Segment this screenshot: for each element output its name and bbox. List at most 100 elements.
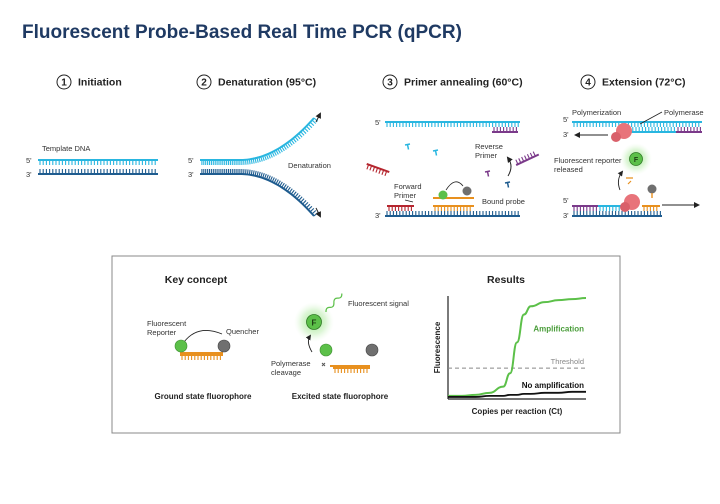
strand-end-label: 5' — [188, 156, 194, 165]
step-number-badge — [196, 74, 212, 90]
quencher-icon — [462, 186, 472, 196]
excited-state-caption: Excited state fluorophore — [292, 392, 389, 401]
reporter-released-label: Fluorescent reporter released — [554, 156, 622, 174]
quencher-icon — [647, 184, 657, 194]
reporter-icon — [174, 339, 188, 353]
step-number: 1 — [61, 78, 67, 89]
top-strand — [385, 121, 520, 127]
probe-bases — [333, 367, 370, 373]
reverse-primer-label: Reverse Primer — [475, 142, 503, 160]
step-number: 4 — [585, 78, 591, 89]
y-axis-label: Fluorescence — [433, 321, 442, 373]
cleavage-label: Polymerase cleavage — [271, 359, 311, 377]
reverse-primer-bound — [492, 127, 518, 133]
step-label: Denaturation (95°C) — [218, 77, 316, 89]
step-label: Initiation — [78, 77, 122, 89]
bottom-strand — [385, 211, 520, 217]
scissors-icon — [321, 362, 326, 367]
strand-end-label: 5' — [563, 196, 569, 205]
reporter-icon — [438, 190, 448, 200]
series-label: No amplification — [522, 381, 584, 390]
bound-probe-label: Bound probe — [482, 197, 525, 206]
step-label: Extension (72°C) — [602, 77, 686, 89]
template-dna-label: Template DNA — [42, 144, 90, 153]
step-header-1: 1 Initiation — [56, 74, 122, 90]
series-label: Amplification — [533, 325, 584, 334]
strand-end-label: 3' — [563, 211, 569, 220]
step-number-badge — [580, 74, 596, 90]
reverse-primer-bound — [676, 127, 702, 133]
key-concept-heading: Key concept — [165, 274, 228, 286]
arrow-icon — [305, 334, 313, 353]
bound-probe — [433, 205, 474, 211]
quench-link — [445, 181, 464, 191]
page-title: Fluorescent Probe-Based Real Time PCR (q… — [22, 22, 462, 43]
results-chart: Threshold Amplification No amplification Co… — [433, 296, 587, 416]
arrow-icon — [315, 112, 321, 123]
reporter-icon — [306, 314, 322, 330]
bottom-strand — [38, 169, 158, 175]
polymerase-label: Polymerase — [664, 108, 704, 117]
arrow-icon — [315, 207, 321, 218]
quench-link — [183, 330, 223, 343]
step-label: Primer annealing (60°C) — [404, 77, 523, 89]
forward-primer-bound — [387, 205, 414, 211]
strand-end-label: 5' — [563, 115, 569, 124]
series-line-no-amplification — [448, 390, 586, 398]
quencher-icon — [217, 339, 231, 353]
step-3-primer-annealing: 5' 3' Reverse Primer Forward Primer B — [366, 118, 540, 220]
step-header-2: 2 Denaturation (95°C) — [196, 74, 316, 90]
strand-end-label: 3' — [26, 170, 32, 179]
results-heading: Results — [487, 274, 525, 286]
results-section: Results Threshold Amplification No amplifi… — [433, 274, 587, 416]
step-number-badge — [56, 74, 72, 90]
series-line-amplification — [447, 297, 587, 397]
fluorescent-signal-label: Fluorescent signal — [348, 299, 409, 308]
step-number-badge — [382, 74, 398, 90]
probe-fragments — [626, 177, 633, 185]
step-header-4: 4 Extension (72°C) — [580, 74, 686, 90]
bottom-strand — [572, 211, 662, 217]
strand-end-label: 3' — [188, 170, 194, 179]
arrow-icon — [506, 156, 513, 177]
top-strand-separating — [200, 117, 319, 165]
free-nucleotide-icons — [404, 143, 511, 188]
quencher-label: Quencher — [226, 327, 259, 336]
bottom-strand-separating — [200, 169, 319, 217]
polymerase-icon — [611, 132, 621, 142]
x-axis-label: Copies per reaction (Ct) — [472, 407, 563, 416]
step-4-extension: 5' 3' 5' 3' Polymerization Polymerase F … — [554, 108, 704, 220]
pointer-line — [639, 111, 663, 125]
step-2-denaturation: 5' 3' Denaturation — [188, 112, 331, 218]
strand-end-label: 5' — [26, 156, 32, 165]
free-reverse-primer — [515, 151, 540, 166]
free-forward-primer — [366, 162, 390, 177]
polymerase-icon — [620, 202, 630, 212]
fluorescence-wave-icon — [325, 293, 343, 313]
probe-bases — [180, 354, 223, 360]
step-header-3: 3 Primer annealing (60°C) — [382, 74, 523, 90]
step-number: 3 — [387, 78, 393, 89]
ground-state-caption: Ground state fluorophore — [155, 392, 252, 401]
fluor-letter: F — [634, 157, 639, 164]
reporter-icon — [629, 152, 643, 166]
top-strand — [38, 159, 158, 165]
step-1-initiation: Template DNA 5' 3' — [26, 144, 158, 179]
key-concept-panel — [111, 255, 621, 434]
threshold-label: Threshold — [551, 357, 584, 366]
pointer-line — [404, 199, 414, 203]
strand-end-label: 3' — [563, 130, 569, 139]
strand-end-label: 5' — [375, 118, 381, 127]
probe-remaining — [642, 205, 660, 211]
top-strand — [572, 121, 702, 127]
fluor-letter: F — [312, 319, 317, 328]
key-concept-section: Key concept Fluorescent Reporter Quencher… — [147, 274, 409, 401]
forward-primer-label: Forward Primer — [394, 182, 422, 200]
forward-primer-bound — [572, 205, 598, 211]
denaturation-label: Denaturation — [288, 161, 331, 170]
arrow-icon — [617, 170, 624, 191]
reporter-label: Fluorescent Reporter — [147, 319, 187, 337]
reporter-icon — [319, 343, 333, 357]
